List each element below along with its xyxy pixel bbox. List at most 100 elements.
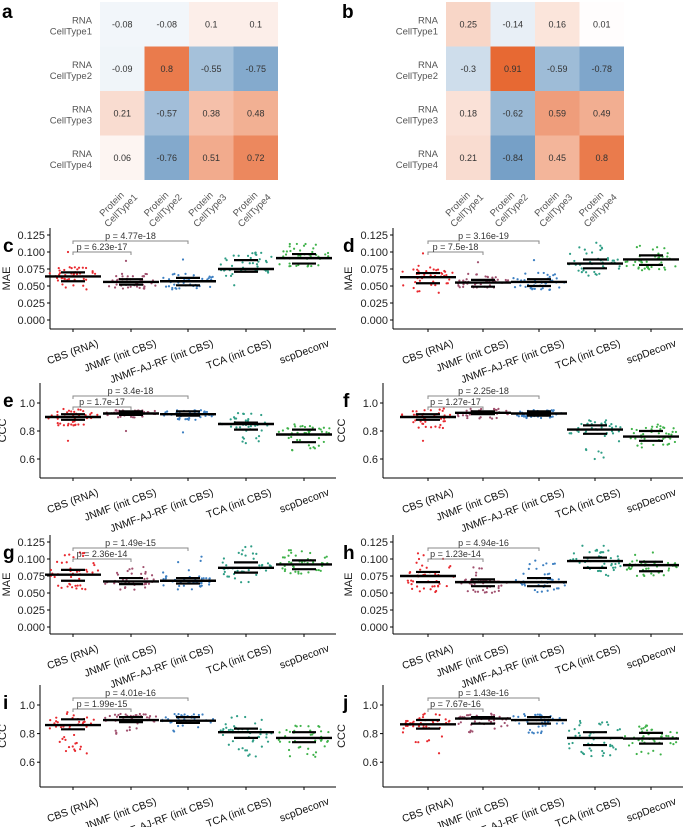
data-point <box>142 565 145 569</box>
data-point <box>266 269 269 273</box>
data-point <box>647 752 650 755</box>
data-point <box>73 266 76 269</box>
data-point <box>541 724 544 728</box>
x-tick-label: TCA (init CBS) <box>554 487 622 522</box>
data-point <box>67 277 71 281</box>
data-point <box>618 265 621 268</box>
data-point <box>63 268 66 272</box>
data-point <box>74 584 77 587</box>
data-point <box>314 751 318 754</box>
data-point <box>412 725 415 728</box>
data-point <box>593 421 597 424</box>
data-point <box>287 560 291 564</box>
data-point <box>534 713 537 716</box>
data-point <box>533 588 536 592</box>
y-tick-label: 1.0 <box>363 700 378 712</box>
data-point <box>415 410 418 413</box>
data-point <box>131 275 134 278</box>
data-point <box>322 440 325 444</box>
data-point <box>406 579 409 582</box>
data-point <box>121 287 125 290</box>
data-point <box>129 415 133 418</box>
data-point <box>609 745 612 748</box>
heatmap-cell <box>144 2 189 47</box>
y-tick-label: 0.000 <box>360 315 388 327</box>
data-point <box>407 581 410 584</box>
data-point <box>320 430 324 433</box>
data-point <box>96 569 100 572</box>
data-point <box>92 718 95 721</box>
panel-label: h <box>343 543 355 564</box>
data-point <box>176 588 179 591</box>
data-point <box>573 259 576 263</box>
data-point <box>568 747 571 750</box>
data-point <box>60 586 63 589</box>
data-point <box>433 585 436 588</box>
data-point <box>107 285 111 288</box>
data-point <box>264 569 268 572</box>
data-point <box>603 562 606 565</box>
heatmap-value: 0.59 <box>548 108 566 118</box>
data-point <box>465 278 468 281</box>
data-point <box>152 578 155 581</box>
data-point <box>605 721 609 724</box>
data-point <box>616 728 619 732</box>
data-point <box>651 551 654 554</box>
row-label: RNA CellType3 <box>50 104 93 126</box>
data-point <box>478 567 481 570</box>
row-label: RNA CellType4 <box>50 149 93 171</box>
data-point <box>224 723 227 726</box>
data-point <box>231 740 235 743</box>
data-point <box>71 745 74 748</box>
data-point <box>178 417 181 420</box>
data-point <box>317 437 321 440</box>
data-point <box>578 734 581 737</box>
data-point <box>656 246 659 249</box>
data-point <box>567 742 571 745</box>
data-point <box>236 569 239 573</box>
heatmap-cell <box>233 135 278 180</box>
data-point <box>231 729 234 732</box>
data-point <box>199 582 202 585</box>
data-point <box>402 727 405 730</box>
data-point <box>614 562 617 566</box>
p-value-label: p = 1.99e-15 <box>77 699 128 709</box>
data-point <box>192 274 195 277</box>
data-point <box>288 755 292 758</box>
heatmap-cell <box>100 135 145 180</box>
data-point <box>252 557 255 560</box>
data-point <box>506 279 510 282</box>
data-point <box>238 426 242 429</box>
data-point <box>167 285 171 288</box>
data-point <box>599 551 602 554</box>
data-point <box>301 424 304 428</box>
data-point <box>669 730 672 734</box>
data-point <box>593 270 596 274</box>
data-point <box>247 754 250 757</box>
data-point <box>630 427 633 431</box>
data-point <box>77 423 80 426</box>
data-point <box>439 423 442 427</box>
data-point <box>258 564 261 567</box>
data-point <box>251 252 254 255</box>
data-point <box>236 412 240 415</box>
data-point <box>72 714 75 717</box>
data-point <box>318 725 321 728</box>
data-point <box>635 559 639 562</box>
data-point <box>631 560 634 563</box>
y-tick-label: 0.075 <box>360 264 388 276</box>
data-point <box>636 444 639 447</box>
p-value-label: p = 1.27e-17 <box>430 397 481 407</box>
data-point <box>79 584 82 587</box>
data-point <box>408 571 411 575</box>
data-point <box>323 745 326 748</box>
data-point <box>640 261 644 264</box>
data-point <box>598 722 601 725</box>
data-point <box>205 577 208 580</box>
row-label-line: CellType2 <box>50 71 92 82</box>
y-tick-label: 0.8 <box>363 426 378 438</box>
data-point <box>126 569 129 573</box>
data-point <box>442 420 445 423</box>
panel-label: i <box>3 693 8 714</box>
